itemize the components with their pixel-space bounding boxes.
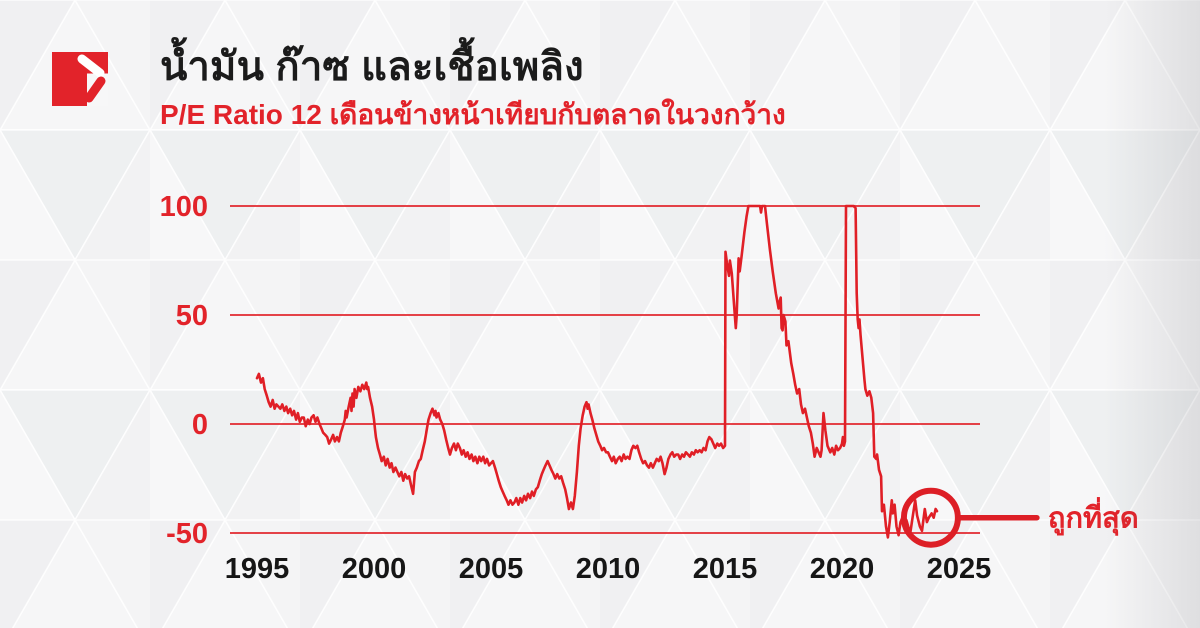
x-gridlines	[256, 167, 960, 551]
x-tick-label: 2000	[342, 553, 407, 585]
header: น้ำมัน ก๊าซ และเชื้อเพลิง P/E Ratio 12 เ…	[160, 44, 786, 131]
x-axis-labels: 1995 2000 2005 2010 2015 2020 2025	[225, 553, 992, 585]
x-tick-label: 2005	[459, 553, 524, 585]
y-axis-labels: 100 50 0 -50	[160, 191, 208, 550]
logo-slash-white-icon	[77, 54, 105, 78]
y-tick-label: 100	[160, 191, 208, 223]
series-group	[255, 204, 939, 539]
annotation-group: ถูกที่สุด	[900, 487, 1139, 548]
pe-ratio-line	[255, 204, 939, 539]
x-tick-label: 1995	[225, 553, 290, 585]
page-subtitle: P/E Ratio 12 เดือนข้างหน้าเทียบกับตลาดใน…	[160, 99, 786, 130]
y-tick-label: 0	[192, 409, 208, 441]
x-tick-label: 2015	[693, 553, 758, 585]
x-tick-label: 2010	[576, 553, 641, 585]
y-tick-label: 50	[176, 300, 208, 332]
page-title: น้ำมัน ก๊าซ และเชื้อเพลิง	[160, 45, 584, 89]
annotation-label: ถูกที่สุด	[1048, 497, 1139, 536]
logo-slash-red-icon	[84, 76, 106, 103]
x-tick-label: 2025	[927, 553, 992, 585]
y-gridlines	[230, 205, 980, 534]
x-tick-label: 2020	[810, 553, 875, 585]
brand-logo	[52, 52, 108, 106]
y-tick-label: -50	[166, 518, 208, 550]
